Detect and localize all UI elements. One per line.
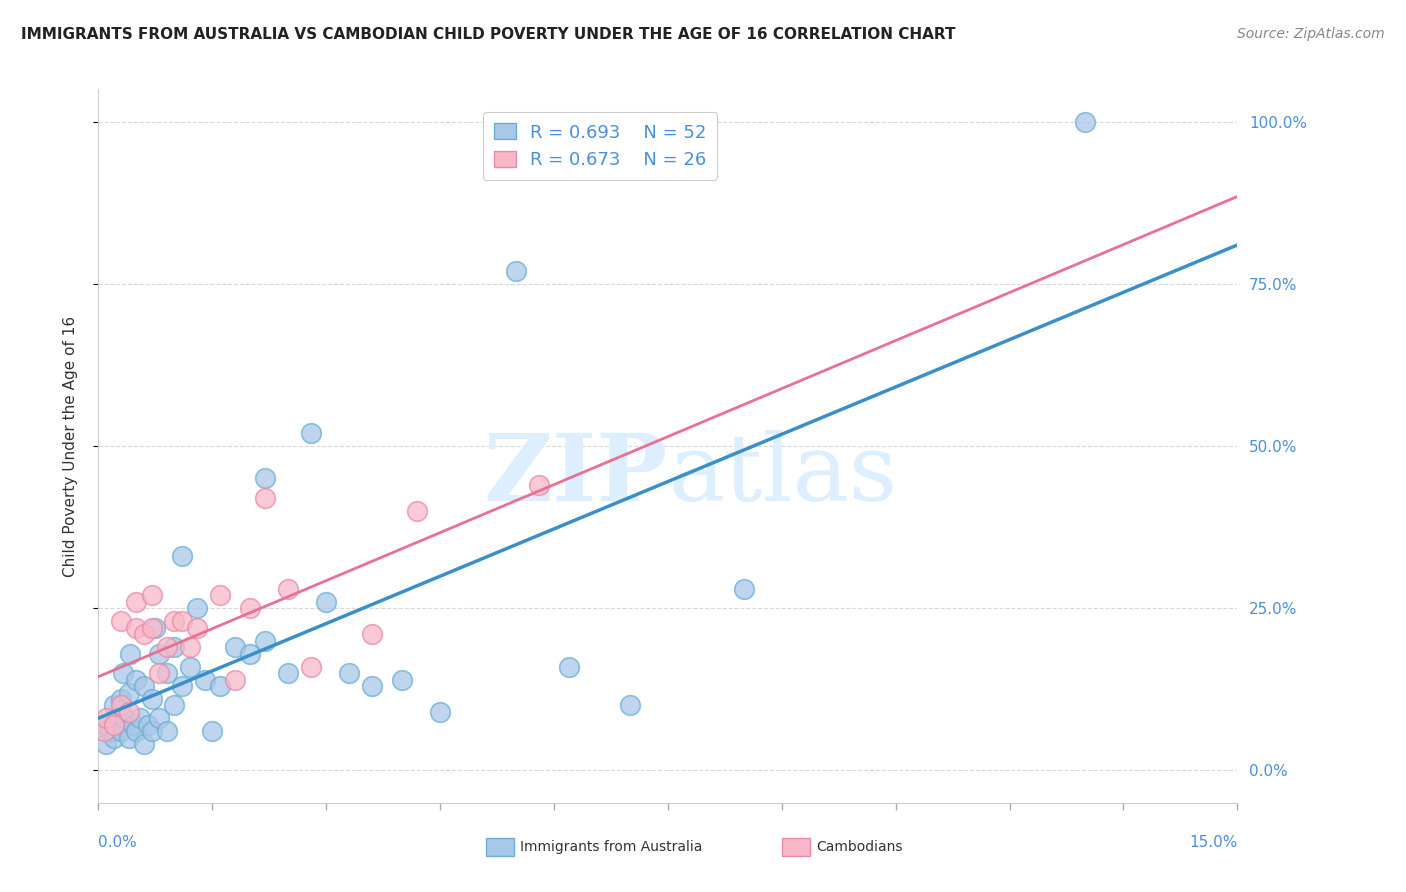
Point (505, 264, 527, 278)
Text: 15.0%: 15.0% (1189, 835, 1237, 850)
Point (558, 659, 581, 673)
Point (1074, 114, 1097, 128)
Point (299, 425, 322, 440)
Point (733, 582, 755, 596)
Point (360, 679, 382, 693)
Point (118, 731, 141, 745)
Point (337, 666, 360, 681)
Point (170, 679, 193, 693)
Point (132, 738, 155, 752)
Text: ZIP: ZIP (484, 430, 668, 519)
Text: Source: ZipAtlas.com: Source: ZipAtlas.com (1237, 27, 1385, 41)
Point (619, 698, 641, 713)
Point (125, 673, 148, 687)
Text: 0.0%: 0.0% (98, 835, 138, 850)
Point (93, 724, 115, 739)
Point (98, 724, 121, 739)
Point (254, 471, 277, 485)
Point (103, 731, 125, 745)
Point (277, 582, 299, 596)
Point (94, 738, 117, 752)
Point (132, 627, 155, 641)
Point (141, 588, 163, 602)
Point (93, 718, 115, 732)
Y-axis label: Child Poverty Under the Age of 16: Child Poverty Under the Age of 16 (63, 316, 77, 576)
Point (315, 595, 337, 609)
Point (299, 659, 322, 673)
Text: Cambodians: Cambodians (815, 840, 903, 854)
Point (125, 595, 148, 609)
Point (103, 718, 125, 732)
Point (110, 724, 132, 739)
Point (360, 627, 382, 641)
Point (148, 666, 170, 681)
Text: Immigrants from Australia: Immigrants from Australia (520, 840, 702, 854)
Point (163, 614, 186, 628)
Text: IMMIGRANTS FROM AUSTRALIA VS CAMBODIAN CHILD POVERTY UNDER THE AGE OF 16 CORRELA: IMMIGRANTS FROM AUSTRALIA VS CAMBODIAN C… (21, 27, 956, 42)
Point (391, 673, 413, 687)
Point (527, 478, 550, 492)
Point (107, 711, 129, 725)
Point (224, 673, 246, 687)
Point (111, 666, 134, 681)
Point (277, 666, 299, 681)
Point (429, 705, 451, 719)
Point (163, 640, 186, 654)
Point (156, 724, 179, 739)
Point (141, 692, 163, 706)
Point (110, 614, 132, 628)
FancyBboxPatch shape (485, 838, 515, 856)
Point (179, 640, 201, 654)
Point (110, 698, 132, 713)
Point (148, 711, 170, 725)
Point (125, 724, 148, 739)
Point (224, 640, 246, 654)
Point (141, 724, 163, 739)
Point (110, 692, 132, 706)
Point (254, 633, 277, 648)
Legend: R = 0.693    N = 52, R = 0.673    N = 26: R = 0.693 N = 52, R = 0.673 N = 26 (484, 112, 717, 179)
Point (406, 504, 429, 518)
Point (186, 601, 208, 615)
Point (118, 685, 141, 699)
Point (120, 647, 142, 661)
Point (141, 621, 163, 635)
Point (145, 621, 167, 635)
Point (156, 640, 179, 654)
Point (208, 679, 231, 693)
FancyBboxPatch shape (782, 838, 810, 856)
Point (132, 679, 155, 693)
Point (201, 724, 224, 739)
Point (208, 588, 231, 602)
Point (194, 673, 217, 687)
Point (118, 705, 141, 719)
Point (125, 621, 148, 635)
Point (179, 659, 201, 673)
Point (163, 698, 186, 713)
Point (121, 718, 143, 732)
Point (170, 549, 193, 564)
Point (103, 698, 125, 713)
Point (136, 718, 159, 732)
Point (114, 711, 136, 725)
Point (148, 647, 170, 661)
Point (254, 491, 277, 505)
Point (129, 711, 152, 725)
Point (239, 647, 262, 661)
Point (186, 621, 208, 635)
Point (239, 601, 262, 615)
Text: atlas: atlas (668, 430, 897, 519)
Point (94, 711, 117, 725)
Point (156, 666, 179, 681)
Point (170, 614, 193, 628)
